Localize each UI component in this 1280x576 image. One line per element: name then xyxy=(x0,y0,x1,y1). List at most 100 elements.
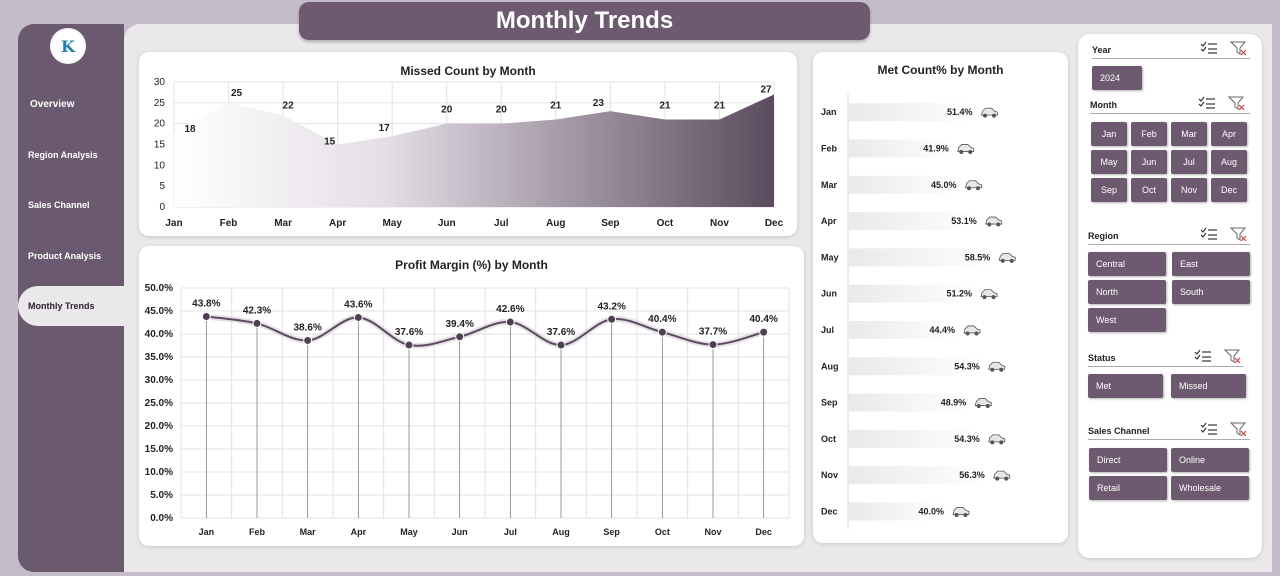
clear-filter-icon[interactable] xyxy=(1229,227,1248,242)
x-tick-label: Jan xyxy=(199,527,215,537)
region-slicer-item[interactable]: West xyxy=(1088,308,1166,332)
profit-margin-card: Profit Margin (%) by Month 0.0% 5.0% 10.0%… xyxy=(139,246,804,546)
y-tick-label: Jun xyxy=(821,289,837,299)
status-slicer-item[interactable]: Met xyxy=(1088,374,1163,398)
profit-margin-chart: 0.0% 5.0% 10.0% 15.0% 20.0% 25.0% 30.0% 35.0% 40… xyxy=(145,283,790,537)
car-icon xyxy=(974,398,992,409)
nav-sales-channel[interactable]: Sales Channel xyxy=(28,200,90,210)
profit-data-label: 37.7% xyxy=(699,327,727,338)
nav-monthly-trends[interactable]: Monthly Trends xyxy=(18,286,124,326)
x-tick-label: Sep xyxy=(603,527,620,537)
y-tick-label: Mar xyxy=(821,180,838,190)
profit-data-label: 43.8% xyxy=(192,299,220,310)
region-slicer-item[interactable]: East xyxy=(1172,252,1250,276)
region-slicer-item[interactable]: Central xyxy=(1088,252,1166,276)
x-tick-label: Dec xyxy=(765,218,784,229)
profit-point xyxy=(607,314,617,324)
met-bar xyxy=(848,320,959,339)
clear-filter-icon[interactable] xyxy=(1223,349,1242,364)
y-tick-label: 0.0% xyxy=(150,513,173,524)
region-slicer-item[interactable]: South xyxy=(1172,280,1250,304)
y-tick-label: 15.0% xyxy=(145,444,173,455)
profit-point xyxy=(505,317,515,327)
month-slicer-item[interactable]: Jul xyxy=(1171,150,1207,174)
y-tick-label: 0 xyxy=(159,202,165,213)
multi-select-icon[interactable] xyxy=(1198,96,1216,110)
month-slicer-item[interactable]: Aug xyxy=(1211,150,1247,174)
clear-filter-icon[interactable] xyxy=(1227,96,1246,111)
month-slicer-item[interactable]: Oct xyxy=(1131,178,1167,202)
month-slicer-item[interactable]: Jun xyxy=(1131,150,1167,174)
met-data-label: 44.4% xyxy=(929,325,955,335)
profit-point xyxy=(708,340,718,350)
multi-select-icon[interactable] xyxy=(1200,41,1218,55)
month-slicer-item[interactable]: Nov xyxy=(1171,178,1207,202)
channel-slicer-header: Sales Channel xyxy=(1088,426,1150,436)
month-slicer-item[interactable]: Jan xyxy=(1091,122,1127,146)
x-tick-label: Jul xyxy=(504,527,517,537)
status-slicer-item[interactable]: Missed xyxy=(1171,374,1246,398)
month-slicer-item[interactable]: Mar xyxy=(1171,122,1207,146)
month-slicer-item[interactable]: Apr xyxy=(1211,122,1247,146)
met-data-label: 41.9% xyxy=(923,143,949,153)
logo: K xyxy=(50,28,86,64)
multi-select-icon[interactable] xyxy=(1200,227,1218,241)
y-tick-label: 20 xyxy=(154,119,166,130)
car-icon xyxy=(980,289,998,300)
nav-product-analysis[interactable]: Product Analysis xyxy=(28,251,102,261)
met-count-card: Met Count% by Month Jan 51.4% Feb 41.9% Mar 4… xyxy=(813,52,1068,543)
x-tick-label: Aug xyxy=(552,527,570,537)
y-tick-label: 50.0% xyxy=(145,283,173,294)
region-slicer-item[interactable]: North xyxy=(1088,280,1166,304)
y-tick-label: Feb xyxy=(821,143,838,153)
channel-slicer-item[interactable]: Wholesale xyxy=(1171,476,1249,500)
x-tick-label: May xyxy=(400,527,418,537)
y-tick-label: 35.0% xyxy=(145,352,173,363)
multi-select-icon[interactable] xyxy=(1200,422,1218,436)
y-tick-label: 25 xyxy=(154,98,166,109)
profit-data-label: 43.6% xyxy=(344,299,372,310)
channel-slicer-item[interactable]: Direct xyxy=(1089,448,1167,472)
y-tick-label: 5.0% xyxy=(150,490,173,501)
car-icon xyxy=(980,107,998,118)
car-icon xyxy=(985,216,1003,227)
month-slicer-item[interactable]: Dec xyxy=(1211,178,1247,202)
y-tick-label: 5 xyxy=(159,181,165,192)
x-tick-label: Oct xyxy=(657,218,674,229)
logo-icon: K xyxy=(61,36,75,56)
channel-slicer-item[interactable]: Retail xyxy=(1089,476,1167,500)
met-count-chart: Jan 51.4% Feb 41.9% Mar 45.0% Apr 53.1% May 58.5%… xyxy=(821,94,1016,530)
y-tick-label: 30.0% xyxy=(145,375,173,386)
car-icon xyxy=(988,361,1006,372)
met-data-label: 58.5% xyxy=(965,252,991,262)
clear-filter-icon[interactable] xyxy=(1229,422,1248,437)
nav-overview[interactable]: Overview xyxy=(30,98,75,110)
nav-region-analysis[interactable]: Region Analysis xyxy=(28,150,98,160)
profit-point xyxy=(759,327,769,337)
y-tick-label: Apr xyxy=(821,216,837,226)
multi-select-icon[interactable] xyxy=(1194,349,1212,363)
month-slicer-item[interactable]: Sep xyxy=(1091,178,1127,202)
met-bar xyxy=(848,393,971,412)
x-tick-label: Mar xyxy=(274,218,292,229)
channel-slicer-item[interactable]: Online xyxy=(1171,448,1249,472)
missed-data-label: 21 xyxy=(659,101,671,112)
missed-data-label: 21 xyxy=(714,101,726,112)
year-slicer-item[interactable]: 2024 xyxy=(1092,66,1142,90)
x-tick-label: Feb xyxy=(249,527,266,537)
missed-data-label: 25 xyxy=(231,88,243,99)
car-icon xyxy=(998,252,1016,263)
y-tick-label: Jul xyxy=(821,325,834,335)
clear-filter-icon[interactable] xyxy=(1229,41,1248,56)
x-tick-label: Nov xyxy=(710,218,729,229)
car-icon xyxy=(963,325,981,336)
profit-point xyxy=(657,327,667,337)
x-tick-label: Sep xyxy=(601,218,619,229)
month-slicer-item[interactable]: May xyxy=(1091,150,1127,174)
page-title: Monthly Trends xyxy=(299,2,870,40)
x-tick-label: May xyxy=(382,218,402,229)
month-slicer-item[interactable]: Feb xyxy=(1131,122,1167,146)
year-slicer-header: Year xyxy=(1092,45,1112,55)
y-tick-label: May xyxy=(821,252,839,262)
x-tick-label: Mar xyxy=(300,527,317,537)
